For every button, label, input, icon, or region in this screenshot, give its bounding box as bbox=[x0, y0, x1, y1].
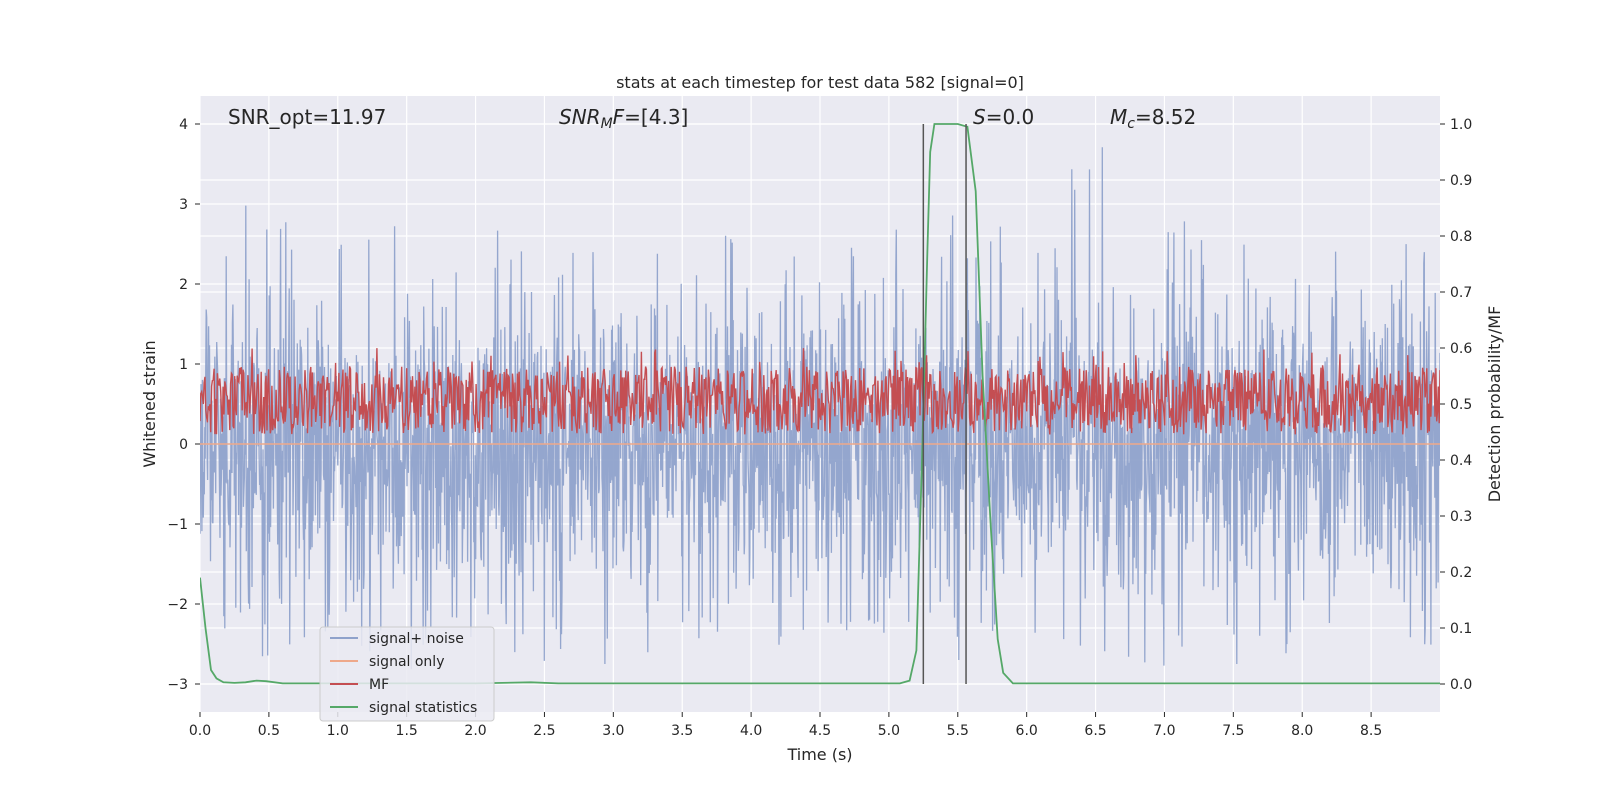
x-tick-label: 8.5 bbox=[1360, 723, 1382, 739]
legend-label-mf: MF bbox=[369, 677, 389, 693]
x-tick-label: 0.0 bbox=[189, 723, 211, 739]
x-tick-label: 2.0 bbox=[464, 723, 486, 739]
annotation-mc: Mc=8.52 bbox=[1110, 105, 1196, 132]
right-tick-label: 0.3 bbox=[1450, 509, 1472, 525]
right-axis-ticks: 0.0 0.1 0.2 0.3 0.4 0.5 0.6 0.7 0.8 0.9 1.0 bbox=[1440, 117, 1472, 693]
x-tick-label: 6.5 bbox=[1084, 723, 1106, 739]
legend-label-signal-statistics: signal statistics bbox=[369, 700, 477, 716]
left-tick-label: 2 bbox=[179, 277, 188, 293]
annotation-mc-sub: c bbox=[1127, 116, 1135, 132]
legend-entry-signal-noise: signal+ noise bbox=[330, 631, 464, 647]
x-tick-label: 7.0 bbox=[1153, 723, 1175, 739]
annotation-snr-mf-f: F bbox=[613, 105, 625, 129]
left-axis-ticks: −3 −2 −1 0 1 2 3 4 bbox=[167, 117, 200, 693]
x-tick-label: 5.0 bbox=[878, 723, 900, 739]
right-tick-label: 0.6 bbox=[1450, 341, 1472, 357]
series-layer bbox=[200, 123, 1440, 685]
x-tick-label: 7.5 bbox=[1222, 723, 1244, 739]
left-tick-label: 0 bbox=[179, 437, 188, 453]
annotation-mc-value: =8.52 bbox=[1135, 105, 1196, 129]
right-tick-label: 0.5 bbox=[1450, 397, 1472, 413]
chart-title: stats at each timestep for test data 582… bbox=[616, 73, 1024, 92]
x-tick-label: 2.5 bbox=[533, 723, 555, 739]
left-tick-label: −2 bbox=[167, 597, 188, 613]
annotation-s-value: =0.0 bbox=[986, 105, 1035, 129]
annotation-snr-opt: SNR_opt=11.97 bbox=[228, 105, 386, 129]
y-axis-label-left: Whitened strain bbox=[140, 340, 159, 467]
x-tick-label: 6.0 bbox=[1016, 723, 1038, 739]
x-tick-label: 5.5 bbox=[947, 723, 969, 739]
right-tick-label: 0.2 bbox=[1450, 565, 1472, 581]
legend-entry-mf: MF bbox=[330, 677, 389, 693]
left-tick-label: −1 bbox=[167, 517, 188, 533]
x-tick-label: 3.0 bbox=[602, 723, 624, 739]
left-tick-label: 4 bbox=[179, 117, 188, 133]
left-tick-label: 1 bbox=[179, 357, 188, 373]
annotation-snr-mf-base: SNR bbox=[559, 105, 601, 129]
right-tick-label: 0.0 bbox=[1450, 677, 1472, 693]
x-tick-label: 0.5 bbox=[258, 723, 280, 739]
legend-label-signal-only: signal only bbox=[369, 654, 444, 670]
x-tick-label: 3.5 bbox=[671, 723, 693, 739]
x-tick-label: 1.5 bbox=[396, 723, 418, 739]
series-clip-group bbox=[200, 123, 1440, 685]
vertical-markers bbox=[922, 124, 967, 684]
legend-entry-signal-statistics: signal statistics bbox=[330, 700, 477, 716]
annotation-snr-mf-value: =[4.3] bbox=[624, 105, 688, 129]
right-tick-label: 0.1 bbox=[1450, 621, 1472, 637]
left-tick-label: 3 bbox=[179, 197, 188, 213]
x-tick-label: 1.0 bbox=[327, 723, 349, 739]
x-axis-label: Time (s) bbox=[786, 745, 852, 764]
right-tick-label: 0.7 bbox=[1450, 285, 1472, 301]
legend-entry-signal-only: signal only bbox=[330, 654, 444, 670]
x-axis-ticks: 0.0 0.5 1.0 1.5 2.0 2.5 3.0 3.5 4.0 4.5 5.0 5.5 6.0 6… bbox=[189, 712, 1382, 739]
annotation-s-base: S bbox=[973, 105, 986, 129]
series-mf-line bbox=[200, 348, 1440, 435]
right-tick-label: 0.8 bbox=[1450, 229, 1472, 245]
legend-box bbox=[319, 626, 495, 722]
annotation-snr-mf: SNRMF=[4.3] bbox=[559, 105, 688, 132]
annotation-s: S=0.0 bbox=[973, 105, 1034, 129]
x-tick-label: 4.0 bbox=[740, 723, 762, 739]
right-tick-label: 1.0 bbox=[1450, 117, 1472, 133]
x-tick-label: 4.5 bbox=[809, 723, 831, 739]
right-tick-label: 0.9 bbox=[1450, 173, 1472, 189]
x-tick-label: 8.0 bbox=[1291, 723, 1313, 739]
y-axis-label-right: Detection probability/MF bbox=[1485, 306, 1504, 503]
legend: signal+ noise signal only MF signal stat… bbox=[319, 626, 495, 722]
right-tick-label: 0.4 bbox=[1450, 453, 1472, 469]
legend-label-signal-noise: signal+ noise bbox=[369, 631, 464, 647]
series-signal-statistics-line bbox=[200, 123, 1440, 685]
left-tick-label: −3 bbox=[167, 677, 188, 693]
annotation-mc-base: M bbox=[1110, 105, 1127, 129]
annotation-snr-mf-sub: M bbox=[601, 116, 613, 132]
